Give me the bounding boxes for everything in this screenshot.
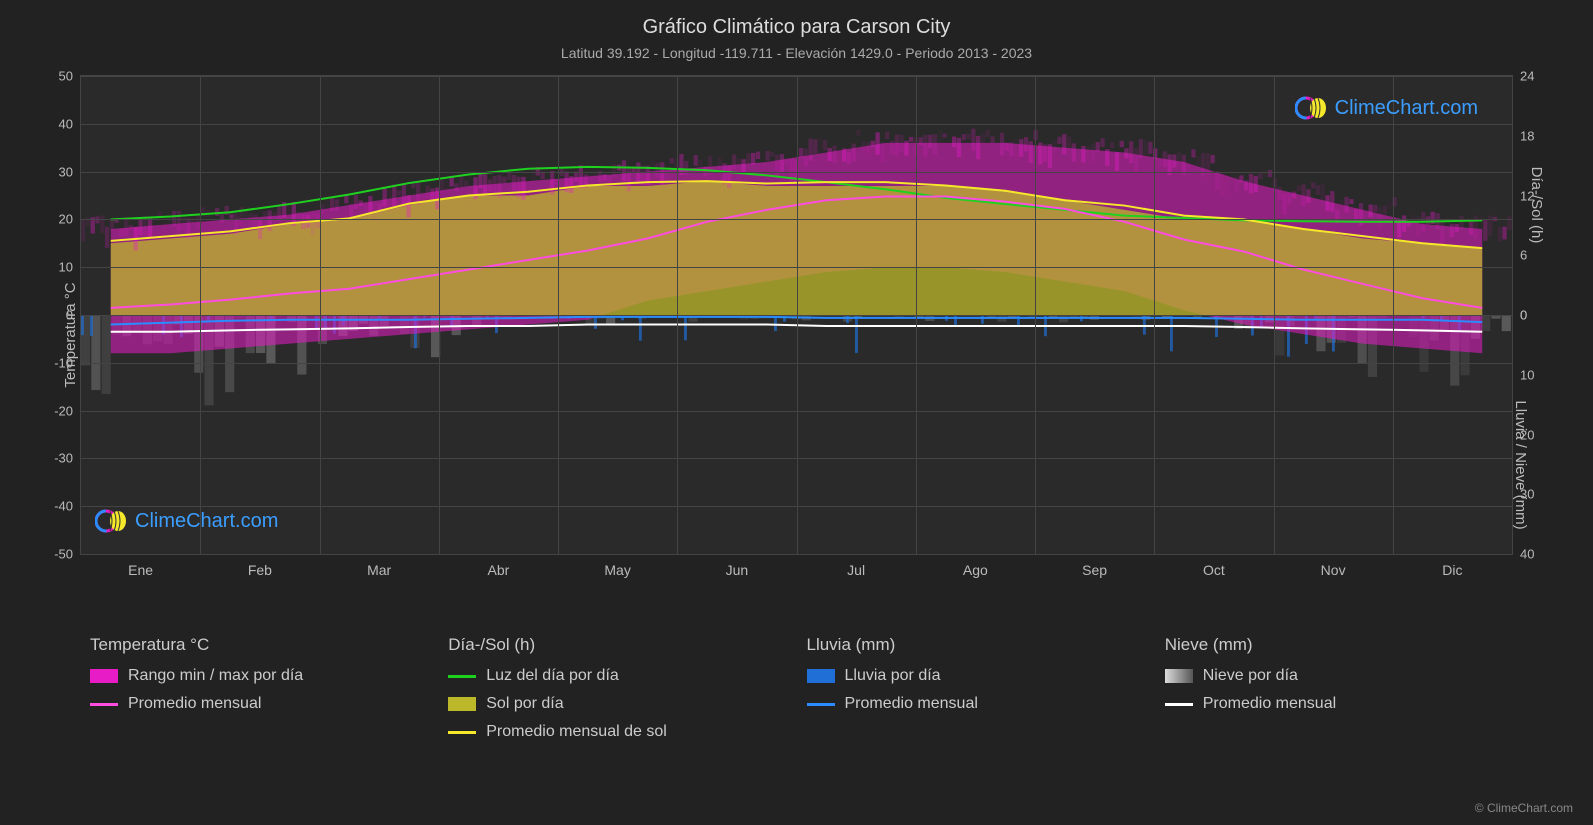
legend-swatch — [807, 669, 835, 683]
y-tick-right-top: 18 — [1512, 128, 1534, 143]
legend-swatch — [448, 731, 476, 734]
grid-line-h — [81, 554, 1512, 555]
legend-column: Lluvia (mm) Lluvia por día Promedio mensua… — [797, 635, 1155, 751]
logo-top-right: ClimeChart.com — [1295, 92, 1478, 124]
y-tick-right-top: 24 — [1512, 69, 1534, 84]
legend-heading: Lluvia (mm) — [807, 635, 1145, 655]
x-tick-month: Feb — [248, 554, 272, 578]
y-axis-left-label: Temperatura °C — [62, 282, 79, 387]
grid-line-v — [677, 76, 678, 554]
y-tick-right-bottom: 40 — [1512, 547, 1534, 562]
x-tick-month: Abr — [487, 554, 509, 578]
legend-heading: Día-/Sol (h) — [448, 635, 786, 655]
x-tick-month: Oct — [1203, 554, 1225, 578]
legend-column: Nieve (mm) Nieve por día Promedio mensual — [1155, 635, 1513, 751]
y-tick-left: -50 — [54, 547, 81, 562]
x-tick-month: Jun — [726, 554, 749, 578]
grid-line-v — [797, 76, 798, 554]
legend-item: Promedio mensual — [1165, 695, 1503, 713]
legend: Temperatura °C Rango min / max por día Pro… — [80, 635, 1513, 751]
legend-item: Sol por día — [448, 695, 786, 713]
legend-item: Promedio mensual de sol — [448, 723, 786, 741]
legend-label: Lluvia por día — [845, 667, 941, 685]
legend-label: Luz del día por día — [486, 667, 619, 685]
x-tick-month: Dic — [1442, 554, 1462, 578]
y-tick-left: -40 — [54, 499, 81, 514]
y-tick-left: 30 — [59, 164, 81, 179]
logo-icon — [95, 505, 127, 537]
y-tick-left: 20 — [59, 212, 81, 227]
logo-text: ClimeChart.com — [1335, 97, 1478, 120]
y-tick-right-bottom: 10 — [1512, 367, 1534, 382]
legend-heading: Nieve (mm) — [1165, 635, 1503, 655]
grid-line-v — [916, 76, 917, 554]
legend-label: Sol por día — [486, 695, 563, 713]
legend-item: Promedio mensual — [807, 695, 1145, 713]
legend-swatch — [90, 669, 118, 683]
copyright: © ClimeChart.com — [1475, 801, 1573, 815]
legend-swatch — [807, 703, 835, 706]
y-tick-right-bottom: 0 — [1512, 308, 1527, 323]
legend-swatch — [1165, 703, 1193, 706]
legend-column: Temperatura °C Rango min / max por día Pro… — [80, 635, 438, 751]
logo-text: ClimeChart.com — [135, 510, 278, 533]
y-tick-left: 10 — [59, 260, 81, 275]
y-tick-left: 40 — [59, 116, 81, 131]
logo-icon — [1295, 92, 1327, 124]
chart-subtitle: Latitud 39.192 - Longitud -119.711 - Ele… — [0, 39, 1593, 61]
y-axis-right-top-label: Día-/Sol (h) — [1528, 167, 1545, 244]
grid-line-v — [558, 76, 559, 554]
grid-line-v — [320, 76, 321, 554]
legend-swatch — [448, 675, 476, 678]
chart-title: Gráfico Climático para Carson City — [0, 0, 1593, 39]
y-tick-left: 50 — [59, 69, 81, 84]
x-tick-month: Nov — [1321, 554, 1346, 578]
legend-label: Promedio mensual — [1203, 695, 1336, 713]
chart-area: -50-40-30-20-100102030405006121824010203… — [80, 75, 1513, 595]
x-tick-month: Ene — [128, 554, 153, 578]
legend-heading: Temperatura °C — [90, 635, 428, 655]
logo-bottom-left: ClimeChart.com — [95, 505, 278, 537]
legend-swatch — [1165, 669, 1193, 683]
legend-column: Día-/Sol (h) Luz del día por día Sol por d… — [438, 635, 796, 751]
x-tick-month: Ago — [963, 554, 988, 578]
legend-label: Promedio mensual de sol — [486, 723, 667, 741]
legend-label: Promedio mensual — [845, 695, 978, 713]
legend-label: Rango min / max por día — [128, 667, 303, 685]
legend-item: Luz del día por día — [448, 667, 786, 685]
x-tick-month: Mar — [367, 554, 391, 578]
x-tick-month: May — [604, 554, 630, 578]
legend-item: Lluvia por día — [807, 667, 1145, 685]
grid-line-v — [439, 76, 440, 554]
legend-item: Promedio mensual — [90, 695, 428, 713]
grid-line-v — [200, 76, 201, 554]
legend-swatch — [90, 703, 118, 706]
plot-region: -50-40-30-20-100102030405006121824010203… — [80, 75, 1513, 555]
x-tick-month: Sep — [1082, 554, 1107, 578]
grid-line-v — [1274, 76, 1275, 554]
grid-line-v — [1154, 76, 1155, 554]
y-tick-left: -20 — [54, 403, 81, 418]
grid-line-v — [1393, 76, 1394, 554]
legend-item: Rango min / max por día — [90, 667, 428, 685]
legend-label: Nieve por día — [1203, 667, 1298, 685]
legend-label: Promedio mensual — [128, 695, 261, 713]
y-axis-right-bottom-label: Lluvia / Nieve (mm) — [1512, 400, 1529, 529]
y-tick-right-top: 6 — [1512, 248, 1527, 263]
y-tick-left: -30 — [54, 451, 81, 466]
legend-swatch — [448, 697, 476, 711]
legend-item: Nieve por día — [1165, 667, 1503, 685]
x-tick-month: Jul — [847, 554, 865, 578]
grid-line-v — [1035, 76, 1036, 554]
